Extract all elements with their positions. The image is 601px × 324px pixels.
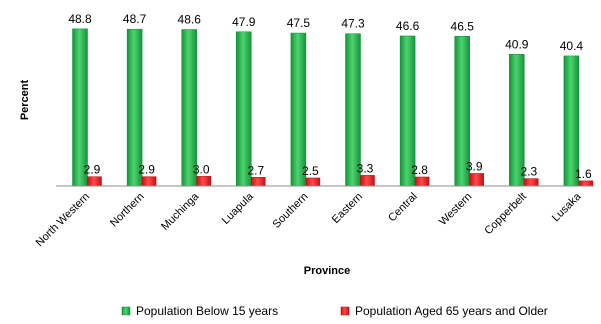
bar-65-plus-copperbelt [524,178,539,187]
legend-label-65-plus: Population Aged 65 years and Older [355,304,548,318]
bar-65-plus-luapula [251,177,266,187]
legend-swatch-below-15 [121,306,131,316]
x-tick-label-north-western: North Western [34,191,92,249]
bar-65-plus-lusaka [578,180,594,187]
bar-65-plus-north-western [87,176,102,187]
data-label-65-plus-central: 2.8 [411,163,428,177]
legend-swatch-65-plus [340,306,350,316]
legend-label-below-15: Population Below 15 years [136,304,278,318]
x-tick-label-western: Western [437,191,474,228]
y-axis-label: Percent [19,79,31,120]
data-label-below-15-eastern: 47.3 [341,17,365,31]
data-label-below-15-muchinga: 48.6 [178,13,202,27]
bar-65-plus-southern [305,177,321,187]
x-tick-label-northern: Northern [108,191,147,230]
data-label-65-plus-copperbelt: 2.3 [520,165,537,179]
data-label-65-plus-luapula: 2.7 [247,163,264,177]
x-tick-label-lusaka: Lusaka [550,190,584,224]
data-label-65-plus-northern: 2.9 [138,163,155,177]
data-label-below-15-lusaka: 40.4 [560,39,584,53]
x-tick-label-muchinga: Muchinga [159,190,202,233]
data-label-below-15-copperbelt: 40.9 [505,37,529,51]
data-label-65-plus-lusaka: 1.6 [575,167,592,181]
bar-65-plus-central [414,176,430,187]
data-label-65-plus-muchinga: 3.0 [193,162,210,176]
x-tick-label-eastern: Eastern [330,191,365,226]
x-tick-label-copperbelt: Copperbelt [482,191,529,238]
legend: Population Below 15 years Population Aged… [121,304,548,318]
plot-area: 48.8 2.9 North Western 48.7 2.9 Northern 48.6 3… [34,12,594,249]
x-tick-label-luapula: Luapula [220,190,257,227]
bar-65-plus-eastern [360,175,375,187]
bar-65-plus-muchinga [196,176,211,187]
data-label-65-plus-north-western: 2.9 [84,163,101,177]
bar-65-plus-northern [141,176,157,187]
legend-item-65-plus: Population Aged 65 years and Older [340,304,548,318]
data-label-below-15-southern: 47.5 [287,16,311,30]
data-label-below-15-luapula: 47.9 [232,15,256,29]
legend-item-below-15: Population Below 15 years [121,304,278,318]
data-label-below-15-central: 46.6 [396,19,420,33]
x-axis-label: Province [304,265,350,277]
data-label-65-plus-southern: 2.5 [302,164,319,178]
data-label-below-15-north-western: 48.8 [68,12,92,26]
data-label-65-plus-eastern: 3.3 [357,161,374,175]
data-label-below-15-northern: 48.7 [123,12,147,26]
bar-65-plus-western [469,173,484,187]
x-tick-label-southern: Southern [270,191,310,231]
data-label-65-plus-western: 3.9 [466,159,483,173]
data-label-below-15-western: 46.5 [451,19,475,33]
x-tick-label-central: Central [386,191,420,225]
